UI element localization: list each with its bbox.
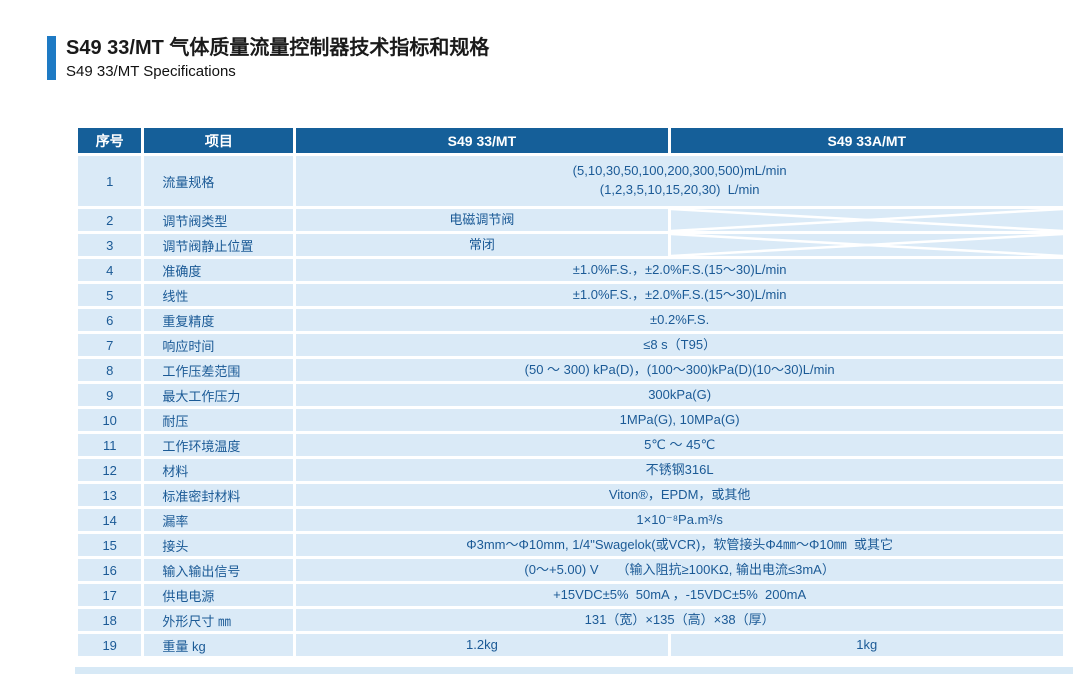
row-number: 13: [78, 484, 142, 506]
footer-strip: [75, 667, 1073, 674]
row-item: 耐压: [144, 409, 294, 431]
row-value: 300kPa(G): [296, 384, 1063, 406]
spec-row-16: 16 输入输出信号 (0～+5.00) V （输入阻抗≥100KΩ, 输出电流≤3m…: [78, 559, 1063, 581]
row-number: 19: [78, 634, 142, 656]
spec-row-8: 8 工作压差范围 (50 ～ 300) kPa(D)，(100～300)kPa(D)…: [78, 359, 1063, 381]
row-item: 工作环境温度: [144, 434, 294, 456]
row-item: 漏率: [144, 509, 294, 531]
row-number: 6: [78, 309, 142, 331]
row-value: 131（宽）×135（高）×38（厚）: [296, 609, 1063, 631]
row-value: +15VDC±5% 50mA ，-15VDC±5% 200mA: [296, 584, 1063, 606]
spec-row-7: 7 响应时间 ≤8 s（T95）: [78, 334, 1063, 356]
na-diagonal-cross-icon: [671, 234, 1063, 256]
row-value-model2: 1kg: [670, 634, 1063, 656]
row-value-model1: 1.2kg: [296, 634, 668, 656]
row-number: 17: [78, 584, 142, 606]
row-value: ≤8 s（T95）: [296, 334, 1063, 356]
column-header-model2: S49 33A/MT: [670, 128, 1063, 153]
spec-table-body: 1 流量规格 (5,10,30,50,100,200,300,500)mL/min …: [78, 156, 1063, 656]
spec-row-3: 3 调节阀静止位置 常闭: [78, 234, 1063, 256]
row-value-model1: 常闭: [296, 234, 668, 256]
row-item: 工作压差范围: [144, 359, 294, 381]
row-value: 1MPa(G), 10MPa(G): [296, 409, 1063, 431]
row-number: 5: [78, 284, 142, 306]
row-item: 线性: [144, 284, 294, 306]
row-value: (0～+5.00) V （输入阻抗≥100KΩ, 输出电流≤3mA）: [296, 559, 1063, 581]
row-item: 调节阀静止位置: [144, 234, 294, 256]
row-item: 调节阀类型: [144, 209, 294, 231]
spec-row-10: 10 耐压 1MPa(G), 10MPa(G): [78, 409, 1063, 431]
row-value-model2-not-applicable: [670, 234, 1063, 256]
page-subtitle: S49 33/MT Specifications: [66, 63, 236, 80]
row-item: 最大工作压力: [144, 384, 294, 406]
spec-row-2: 2 调节阀类型 电磁调节阀: [78, 209, 1063, 231]
page-header: S49 33/MT 气体质量流量控制器技术指标和规格 S49 33/MT Spe…: [47, 36, 489, 80]
title-accent-bar: [47, 36, 56, 80]
row-number: 14: [78, 509, 142, 531]
row-item: 重量 kg: [144, 634, 294, 656]
page-title: S49 33/MT 气体质量流量控制器技术指标和规格: [66, 37, 490, 59]
row-value: 不锈钢316L: [296, 459, 1063, 481]
spec-row-14: 14 漏率 1×10⁻⁸Pa.m³/s: [78, 509, 1063, 531]
row-value-model1: 电磁调节阀: [296, 209, 668, 231]
spec-row-4: 4 准确度 ±1.0%F.S.，±2.0%F.S.(15～30)L/min: [78, 259, 1063, 281]
spec-table: 序号 项目 S49 33/MT S49 33A/MT 1 流量规格 (5,10,30…: [75, 125, 1066, 659]
row-item: 响应时间: [144, 334, 294, 356]
row-number: 16: [78, 559, 142, 581]
column-header-item: 项目: [144, 128, 294, 153]
row-item: 输入输出信号: [144, 559, 294, 581]
row-item: 外形尺寸 ㎜: [144, 609, 294, 631]
row-number: 2: [78, 209, 142, 231]
row-item: 供电电源: [144, 584, 294, 606]
spec-row-5: 5 线性 ±1.0%F.S.，±2.0%F.S.(15～30)L/min: [78, 284, 1063, 306]
spec-row-11: 11 工作环境温度 5℃ ～ 45℃: [78, 434, 1063, 456]
row-number: 15: [78, 534, 142, 556]
row-value: Φ3mm～Φ10mm, 1/4"Swagelok(或VCR)，软管接头Φ4㎜～Φ…: [296, 534, 1063, 556]
spec-row-19: 19 重量 kg 1.2kg 1kg: [78, 634, 1063, 656]
row-value: ±0.2%F.S.: [296, 309, 1063, 331]
row-number: 8: [78, 359, 142, 381]
spec-row-18: 18 外形尺寸 ㎜ 131（宽）×135（高）×38（厚）: [78, 609, 1063, 631]
row-number: 9: [78, 384, 142, 406]
row-number: 7: [78, 334, 142, 356]
row-value: 5℃ ～ 45℃: [296, 434, 1063, 456]
column-header-no: 序号: [78, 128, 142, 153]
na-diagonal-cross-icon: [671, 209, 1063, 231]
row-number: 10: [78, 409, 142, 431]
column-header-model1: S49 33/MT: [296, 128, 668, 153]
spec-row-9: 9 最大工作压力 300kPa(G): [78, 384, 1063, 406]
row-item: 材料: [144, 459, 294, 481]
row-item: 流量规格: [144, 156, 294, 206]
row-value: (50 ～ 300) kPa(D)，(100～300)kPa(D)(10～30)…: [296, 359, 1063, 381]
row-number: 1: [78, 156, 142, 206]
row-item: 重复精度: [144, 309, 294, 331]
spec-row-1: 1 流量规格 (5,10,30,50,100,200,300,500)mL/min …: [78, 156, 1063, 206]
row-number: 18: [78, 609, 142, 631]
spec-row-6: 6 重复精度 ±0.2%F.S.: [78, 309, 1063, 331]
row-number: 12: [78, 459, 142, 481]
row-number: 3: [78, 234, 142, 256]
row-item: 准确度: [144, 259, 294, 281]
row-value: 1×10⁻⁸Pa.m³/s: [296, 509, 1063, 531]
row-value: ±1.0%F.S.，±2.0%F.S.(15～30)L/min: [296, 259, 1063, 281]
row-item: 标准密封材料: [144, 484, 294, 506]
spec-table-header-row: 序号 项目 S49 33/MT S49 33A/MT: [78, 128, 1063, 153]
row-item: 接头: [144, 534, 294, 556]
spec-row-13: 13 标准密封材料 Viton®，EPDM，或其他: [78, 484, 1063, 506]
row-value-model2-not-applicable: [670, 209, 1063, 231]
spec-row-15: 15 接头 Φ3mm～Φ10mm, 1/4"Swagelok(或VCR)，软管接头Φ…: [78, 534, 1063, 556]
row-value: (5,10,30,50,100,200,300,500)mL/min (1,2,…: [296, 156, 1063, 206]
row-number: 11: [78, 434, 142, 456]
spec-row-17: 17 供电电源 +15VDC±5% 50mA ，-15VDC±5% 200mA: [78, 584, 1063, 606]
row-value: ±1.0%F.S.，±2.0%F.S.(15～30)L/min: [296, 284, 1063, 306]
spec-row-12: 12 材料 不锈钢316L: [78, 459, 1063, 481]
row-value: Viton®，EPDM，或其他: [296, 484, 1063, 506]
row-number: 4: [78, 259, 142, 281]
